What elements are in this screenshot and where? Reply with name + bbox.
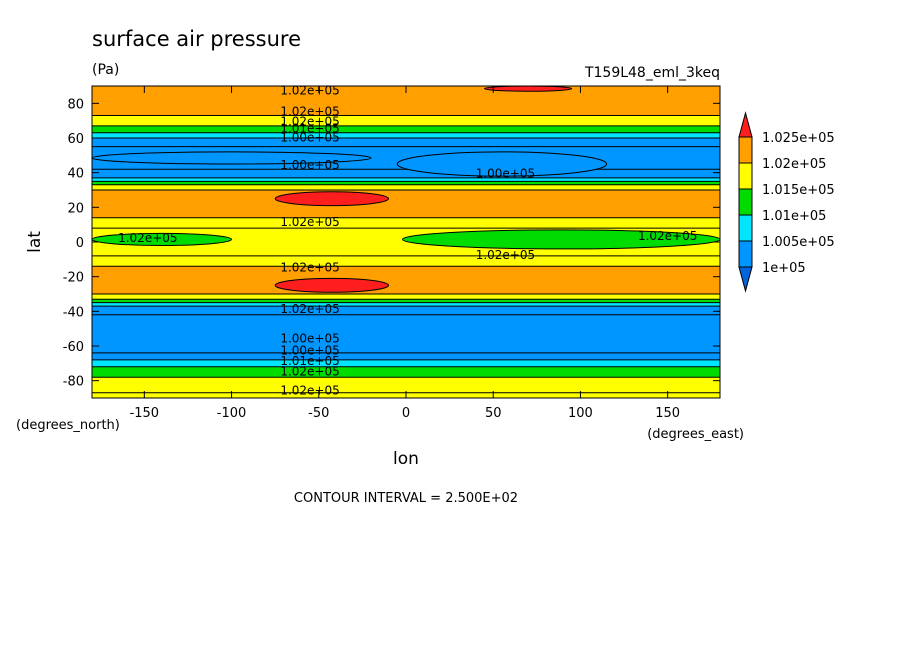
chart-units: (Pa): [92, 62, 119, 78]
y-tick-label: 20: [67, 201, 84, 216]
pressure-band: [92, 266, 720, 294]
pressure-band: [92, 294, 720, 300]
contour-label: 1.02e+05: [118, 231, 177, 245]
legend-swatch: [738, 162, 753, 190]
pressure-band: [92, 217, 720, 229]
y-tick-label: 0: [76, 236, 84, 251]
pressure-cell: [274, 277, 390, 293]
legend-label: 1.025e+05: [762, 131, 835, 146]
x-tick-label: -100: [217, 406, 247, 421]
legend-label: 1.005e+05: [762, 235, 835, 250]
legend-bottom-arrow: [738, 266, 753, 293]
x-tick-label: 100: [568, 406, 593, 421]
pressure-cell: [396, 151, 608, 177]
pressure-cell: [484, 86, 573, 92]
pressure-band: [92, 169, 720, 178]
x-tick-label: -50: [308, 406, 329, 421]
y-axis-label: lat: [25, 231, 45, 253]
contour-label: 1.02e+05: [476, 248, 535, 262]
contour-label: 1.02e+05: [638, 229, 697, 243]
pressure-band: [92, 132, 720, 138]
pressure-band: [92, 138, 720, 147]
x-tick-label: 0: [402, 406, 410, 421]
legend-swatch: [738, 240, 753, 268]
x-axis-label: lon: [393, 449, 419, 469]
contour-label: 1.02e+05: [280, 115, 339, 129]
pressure-band: [92, 352, 720, 360]
pressure-band: [92, 299, 720, 303]
y-units-label: (degrees_north): [16, 418, 120, 433]
pressure-band: [92, 190, 720, 218]
contour-label: 1.00e+05: [280, 130, 339, 144]
pressure-band: [92, 306, 720, 315]
y-tick-label: -20: [63, 271, 84, 286]
contour-label: 1.02e+05: [280, 364, 339, 378]
y-tick-label: -40: [63, 305, 84, 320]
pressure-cell: [402, 229, 720, 250]
contour-label: 1.00e+05: [280, 331, 339, 345]
legend-label: 1.01e+05: [762, 209, 826, 224]
pressure-cell: [274, 191, 390, 207]
legend-label: 1.02e+05: [762, 157, 826, 172]
contour-label: 1.01e+05: [280, 354, 339, 368]
pressure-band: [92, 359, 720, 367]
y-tick-label: 60: [67, 132, 84, 147]
x-tick-label: 150: [655, 406, 680, 421]
pressure-band: [92, 377, 720, 393]
x-tick-label: 50: [485, 406, 502, 421]
pressure-cell: [92, 232, 233, 246]
pressure-band: [92, 302, 720, 307]
contour-label: 1.02e+05: [280, 104, 339, 118]
pressure-band: [92, 255, 720, 267]
legend-swatch: [738, 188, 753, 216]
y-tick-label: -60: [63, 340, 84, 355]
y-tick-label: 40: [67, 167, 84, 182]
y-tick-label: 80: [67, 97, 84, 112]
contour-label: 1.02e+05: [280, 83, 339, 97]
contour-label: 1.02e+05: [280, 302, 339, 316]
contour-label: 1.00e+05: [280, 158, 339, 172]
contour-label: 1.00e+05: [476, 167, 535, 181]
x-tick-label: -150: [130, 406, 160, 421]
pressure-band: [92, 184, 720, 190]
contour-label: 1.00e+05: [280, 343, 339, 357]
pressure-band: [92, 181, 720, 185]
pressure-band: [92, 177, 720, 182]
experiment-label: T159L48_eml_3keq: [584, 65, 720, 81]
pressure-band: [92, 125, 720, 133]
legend-top-arrow: [738, 111, 753, 138]
pressure-cell: [92, 151, 372, 165]
x-units-label: (degrees_east): [647, 427, 744, 442]
pressure-band: [92, 314, 720, 353]
legend-label: 1.015e+05: [762, 183, 835, 198]
legend-label: 1e+05: [762, 261, 806, 276]
contour-label: 1.02e+05: [280, 260, 339, 274]
contour-label: 1.01e+05: [280, 122, 339, 136]
contour-label: 1.02e+05: [280, 383, 339, 397]
pressure-band: [92, 366, 720, 378]
legend-swatch: [738, 136, 753, 164]
contour-label: 1.02e+05: [280, 215, 339, 229]
chart-title: surface air pressure: [92, 27, 301, 51]
contour-interval-footer: CONTOUR INTERVAL = 2.500E+02: [294, 491, 518, 506]
legend-swatch: [738, 214, 753, 242]
pressure-band: [92, 115, 720, 126]
y-tick-label: -80: [63, 375, 84, 390]
